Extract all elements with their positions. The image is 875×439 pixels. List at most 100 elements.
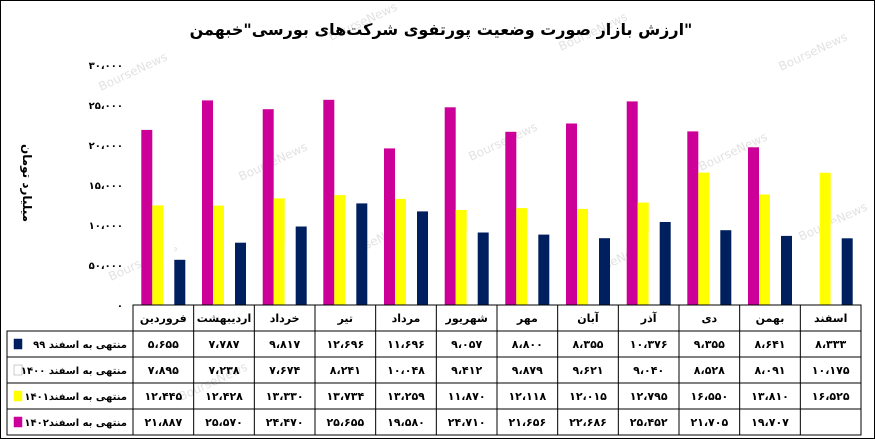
table-cell-value: ۱۶،۵۵۰ bbox=[690, 390, 728, 403]
table-cell-value: ۱۹،۵۸۰ bbox=[387, 416, 425, 429]
legend-series-name: منتهی به اسفند ۱۴۰۰ bbox=[21, 366, 127, 377]
y-axis-ticks: ۰ ۵۰،۰۰۰ ۱۰،۰۰۰ ۱۵،۰۰۰ ۲۰،۰۰۰ ۲۵،۰۰۰ ۳۰،۰۰۰ bbox=[89, 61, 123, 312]
chart-title: ارزش بازار صورت وضعیت پورتفوی شرکت‌های ب… bbox=[190, 20, 693, 40]
bar bbox=[273, 198, 285, 305]
category-label: آبان bbox=[577, 311, 599, 325]
table-cell-value: ۱۰،۰۴۸ bbox=[387, 364, 425, 377]
table-cell-value: ۷،۶۷۴ bbox=[269, 364, 300, 377]
table-cell-value: ۱۳،۸۱۰ bbox=[751, 390, 789, 403]
bar bbox=[202, 100, 213, 306]
bar bbox=[709, 236, 721, 305]
table-cell-value: ۷،۲۳۸ bbox=[208, 364, 239, 377]
bar bbox=[444, 107, 456, 305]
category-label: تیر bbox=[337, 312, 353, 325]
table-cell-value: ۹،۳۵۵ bbox=[694, 338, 725, 351]
table-cell-value: ۸،۳۵۵ bbox=[572, 338, 603, 351]
bar bbox=[516, 208, 528, 305]
bar bbox=[384, 148, 395, 305]
table-cell-value: ۹،۸۱۷ bbox=[269, 338, 300, 351]
bars bbox=[141, 99, 853, 306]
table-cell-value: ۱۲،۱۱۸ bbox=[508, 390, 546, 403]
bar bbox=[781, 235, 792, 305]
category-label: آذر bbox=[640, 311, 657, 325]
bar bbox=[599, 238, 610, 305]
table-cell-value: ۲۱،۶۵۶ bbox=[508, 416, 546, 429]
legend-series-name: منتهی به اسفند۱۴۰۱ bbox=[24, 392, 127, 403]
table-cell-value: ۱۲،۴۴۵ bbox=[144, 390, 182, 403]
bar bbox=[224, 247, 235, 305]
bar bbox=[323, 99, 335, 305]
bar bbox=[505, 131, 517, 305]
table-cell-value: ۲۵،۴۵۲ bbox=[630, 416, 668, 429]
bar bbox=[152, 205, 164, 305]
category-label: شهریور bbox=[445, 312, 488, 325]
table-cell-value: ۹،۴۱۲ bbox=[451, 364, 482, 377]
bar bbox=[770, 240, 781, 305]
y-tick-label: ۱۰،۰۰۰ bbox=[89, 221, 123, 232]
y-axis-label: میلیارد تومان bbox=[19, 144, 34, 222]
bar bbox=[466, 229, 478, 305]
category-label: اردیبهشت bbox=[197, 312, 251, 325]
bar bbox=[637, 202, 649, 305]
table-cell-value: ۸،۰۹۱ bbox=[754, 364, 785, 377]
y-tick-label: ۳۰،۰۰۰ bbox=[89, 61, 123, 72]
table-cell-value: ۷،۸۹۵ bbox=[148, 364, 179, 377]
category-label: دی bbox=[701, 312, 717, 325]
bar bbox=[588, 228, 599, 305]
bar bbox=[406, 224, 417, 305]
y-tick-label: ۰ bbox=[117, 301, 123, 312]
bar bbox=[163, 241, 175, 305]
category-label: خرداد bbox=[270, 312, 300, 325]
bar bbox=[538, 234, 550, 305]
table-cell-value: ۲۴،۷۱۰ bbox=[448, 416, 486, 429]
table-cell-value: ۸،۲۴۱ bbox=[330, 364, 361, 377]
bar bbox=[648, 232, 660, 305]
bar bbox=[841, 238, 853, 305]
bar bbox=[566, 123, 577, 305]
table-cell-value: ۵،۶۵۵ bbox=[148, 338, 179, 351]
bar bbox=[356, 203, 368, 305]
bar bbox=[659, 222, 671, 305]
category-label: اسفند bbox=[814, 312, 847, 325]
table-cell-value: ۸،۳۳۳ bbox=[815, 338, 846, 351]
table-cell-value: ۱۳،۳۳۰ bbox=[266, 390, 304, 403]
table-cell-value: ۲۴،۴۷۰ bbox=[266, 416, 304, 429]
legend-series-name: منتهی به اسفند۱۴۰۲ bbox=[24, 418, 127, 429]
bar bbox=[141, 129, 153, 305]
bar bbox=[577, 208, 588, 305]
legend-series-name: منتهی به اسفند ۹۹ bbox=[33, 340, 127, 351]
bar bbox=[720, 230, 732, 305]
table-cell-value: ۸،۸۰۰ bbox=[512, 338, 543, 351]
bar bbox=[174, 259, 186, 305]
table-cell-value: ۱۰،۱۷۵ bbox=[812, 364, 850, 377]
table-cell-value: ۹،۰۴۰ bbox=[633, 364, 664, 377]
watermark-text: BourseNews bbox=[466, 120, 539, 164]
bar bbox=[698, 172, 710, 305]
legend-swatch bbox=[13, 338, 23, 350]
y-tick-label: ۲۵،۰۰۰ bbox=[89, 101, 123, 112]
bar bbox=[345, 239, 357, 305]
watermark-text: BourseNews bbox=[776, 30, 849, 74]
table-cell-value: ۹،۶۲۱ bbox=[572, 364, 603, 377]
table-cell-value: ۱۲،۴۲۸ bbox=[205, 390, 243, 403]
table-cell-value: ۱۲،۷۹۵ bbox=[630, 390, 668, 403]
bar bbox=[819, 172, 831, 305]
legend-swatch bbox=[13, 416, 23, 428]
table-cell-value: ۱۱،۶۹۶ bbox=[387, 338, 425, 351]
table-cell-value: ۲۵،۵۷۰ bbox=[205, 416, 243, 429]
bar bbox=[626, 101, 638, 306]
table-cell-value: ۲۱،۷۰۵ bbox=[690, 416, 728, 429]
legend-swatch bbox=[13, 390, 23, 402]
bar bbox=[395, 198, 406, 305]
table-cell-value: ۲۲،۶۸۶ bbox=[569, 416, 607, 429]
table-cell-value: ۸،۶۴۱ bbox=[754, 338, 785, 351]
category-label: مرداد bbox=[392, 312, 421, 325]
table-cell-value: ۱۹،۷۰۷ bbox=[751, 416, 789, 429]
table-cell-value: ۱۳،۲۵۹ bbox=[387, 390, 425, 403]
table-cell-value: ۱۳،۷۳۴ bbox=[326, 390, 364, 403]
y-tick-label: ۲۰،۰۰۰ bbox=[89, 141, 123, 152]
bar bbox=[527, 226, 539, 305]
table-cell-value: ۱۲،۶۹۶ bbox=[326, 338, 364, 351]
